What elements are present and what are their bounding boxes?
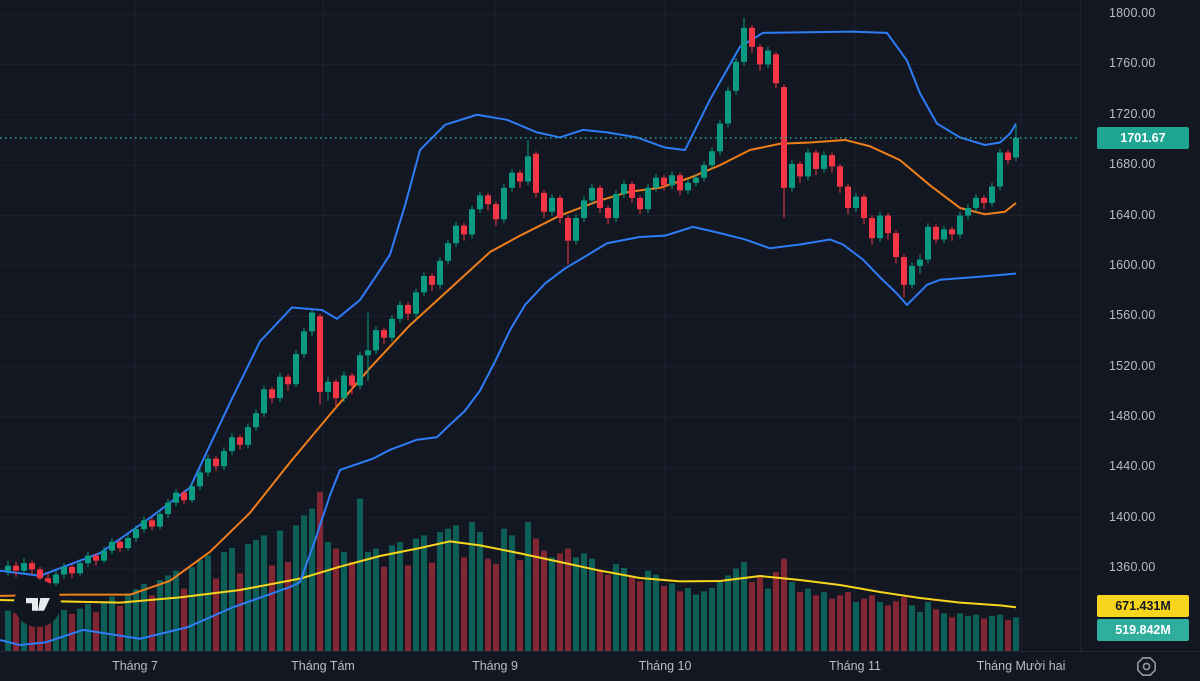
- tradingview-logo-icon: [25, 597, 50, 611]
- time-tick-label: Tháng 9: [472, 659, 518, 673]
- price-tick-label: 1440.00: [1109, 459, 1156, 474]
- price-tick-label: 1360.00: [1109, 560, 1156, 575]
- price-tick-label: 1800.00: [1109, 6, 1156, 20]
- price-tick-label: 1520.00: [1109, 358, 1156, 373]
- time-axis[interactable]: Tháng 7 Tháng Tám Tháng 9 Tháng 10 Tháng 11 T…: [0, 651, 1200, 681]
- volume-value-badge: 519.842M: [1097, 619, 1189, 641]
- price-tick-label: 1480.00: [1109, 409, 1156, 424]
- tradingview-logo[interactable]: [14, 580, 61, 627]
- price-tick-label: 1720.00: [1109, 106, 1156, 121]
- time-tick-label: Tháng Tám: [291, 659, 355, 673]
- price-tick-label: 1600.00: [1109, 257, 1156, 272]
- price-tick-label: 1760.00: [1109, 56, 1156, 71]
- time-tick-label: Tháng 7: [112, 659, 158, 673]
- time-tick-label: Tháng Mười hai: [976, 659, 1066, 673]
- price-tick-label: 1640.00: [1109, 207, 1156, 222]
- axis-settings-gear-icon[interactable]: [1135, 655, 1158, 678]
- price-tick-label: 1560.00: [1109, 308, 1156, 323]
- price-tick-label: 1400.00: [1109, 509, 1156, 524]
- price-axis[interactable]: 1800.00 1760.00 1720.00 1680.00 1640.00 1600.…: [1080, 0, 1200, 681]
- last-price-badge: 1701.67: [1097, 126, 1189, 149]
- time-tick-label: Tháng 10: [638, 659, 692, 673]
- volume-ma-badge: 671.431M: [1097, 595, 1189, 617]
- price-tick-label: 1680.00: [1109, 157, 1156, 172]
- time-tick-label: Tháng 11: [829, 659, 881, 673]
